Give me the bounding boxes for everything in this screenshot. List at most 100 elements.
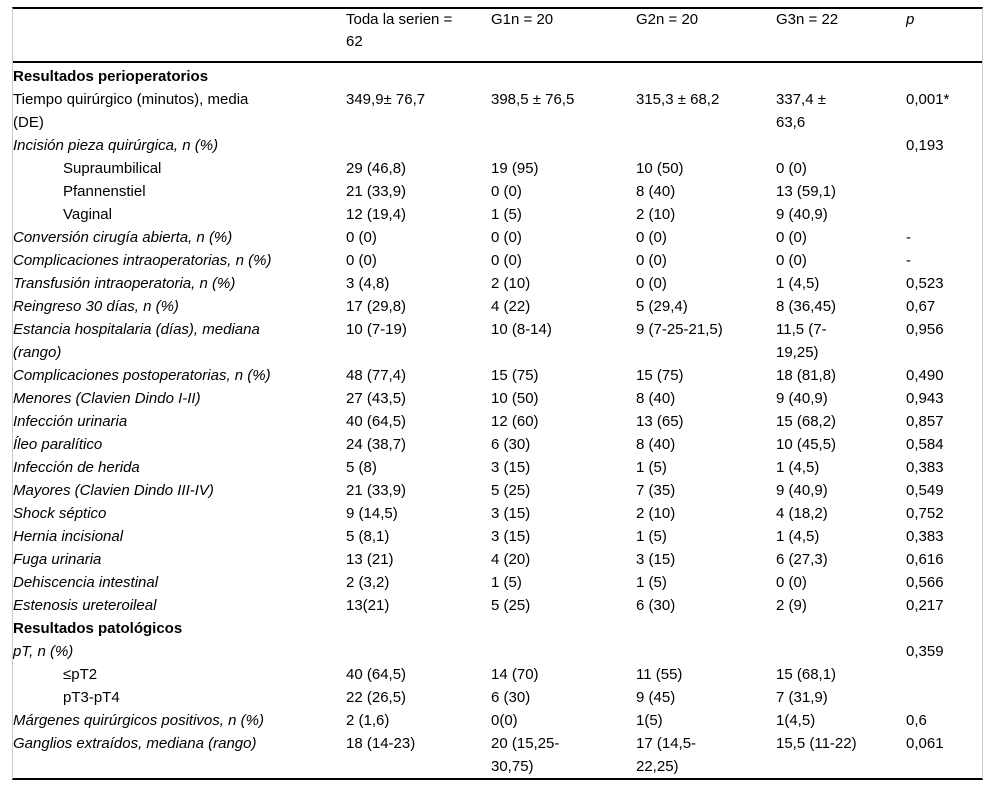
cell-value: 1 (5): [491, 206, 522, 223]
cell-p-value: [906, 686, 982, 709]
cell-p-value: 0,001*: [906, 91, 950, 108]
cell-value: [346, 640, 491, 663]
cell-value: 5 (25): [491, 597, 531, 614]
cell-value: [346, 62, 491, 88]
cell-value: 24 (38,7): [346, 436, 407, 453]
table-row: Mayores (Clavien Dindo III-IV) 21 (33,9) 5…: [13, 479, 982, 502]
cell-value: 20 (15,25- 30,75): [491, 735, 560, 775]
cell-p-value: 0,061: [906, 735, 944, 752]
table-row: Dehiscencia intestinal 2 (3,2) 1 (5) 1 (5) 0…: [13, 571, 982, 594]
cell-value: 12 (19,4): [346, 206, 407, 223]
row-label: Shock séptico: [13, 505, 107, 522]
cell-value: 6 (27,3): [776, 551, 828, 568]
header-row: Toda la serien = 62 G1n = 20 G2n = 20 G3…: [13, 9, 982, 63]
row-label: Resultados patológicos: [13, 620, 183, 637]
cell-value: 5 (25): [491, 482, 531, 499]
table-row: Conversión cirugía abierta, n (%) 0 (0) 0 …: [13, 226, 982, 249]
cell-value: 15,5 (11-22): [776, 735, 857, 752]
cell-value: 1 (5): [636, 574, 667, 591]
column-header-g3: G3n = 22: [776, 9, 906, 63]
cell-value: 337,4 ± 63,6: [776, 91, 826, 131]
cell-value: 18 (81,8): [776, 367, 837, 384]
table-row: Tiempo quirúrgico (minutos), media (DE) 3…: [13, 88, 982, 134]
cell-p-value: 0,193: [906, 137, 944, 154]
cell-value: 11 (55): [636, 666, 683, 683]
cell-value: 2 (10): [491, 275, 531, 292]
cell-value: 3 (15): [491, 505, 531, 522]
cell-p-value: [906, 203, 982, 226]
table-row: Shock séptico 9 (14,5) 3 (15) 2 (10) 4 (18,2…: [13, 502, 982, 525]
cell-value: 15 (75): [491, 367, 539, 384]
cell-value: 315,3 ± 68,2: [636, 91, 720, 108]
table-row: Estancia hospitalaria (días), mediana (r…: [13, 318, 982, 364]
cell-value: 9 (40,9): [776, 206, 828, 223]
cell-value: 1 (5): [491, 574, 522, 591]
table-row: Incisión pieza quirúrgica, n (%) 0,193: [13, 134, 982, 157]
cell-value: 10 (50): [636, 160, 684, 177]
table-row: Complicaciones intraoperatorias, n (%) 0 …: [13, 249, 982, 272]
cell-value: 21 (33,9): [346, 183, 407, 200]
cell-value: 10 (50): [491, 390, 539, 407]
cell-value: 0 (0): [346, 252, 377, 269]
cell-p-value: 0,217: [906, 597, 944, 614]
cell-value: 2 (1,6): [346, 712, 390, 729]
cell-value: 349,9± 76,7: [346, 91, 426, 108]
row-label: Mayores (Clavien Dindo III-IV): [13, 482, 214, 499]
cell-value: 10 (45,5): [776, 436, 837, 453]
cell-p-value: 0,359: [906, 643, 944, 660]
cell-value: 6 (30): [491, 436, 531, 453]
cell-p-value: 0,383: [906, 528, 944, 545]
outcomes-table: Toda la serien = 62 G1n = 20 G2n = 20 G3…: [13, 9, 982, 778]
row-label: Resultados perioperatorios: [13, 68, 209, 85]
table-row: Vaginal 12 (19,4) 1 (5) 2 (10) 9 (40,9): [13, 203, 982, 226]
column-header-g2: G2n = 20: [636, 9, 776, 63]
table-row: pT3-pT4 22 (26,5) 6 (30) 9 (45) 7 (31,9): [13, 686, 982, 709]
cell-value: 13 (59,1): [776, 183, 837, 200]
cell-value: 1 (4,5): [776, 275, 820, 292]
cell-value: 3 (4,8): [346, 275, 390, 292]
table-row: pT, n (%) 0,359: [13, 640, 982, 663]
cell-value: 0(0): [491, 712, 518, 729]
cell-value: 40 (64,5): [346, 413, 407, 430]
cell-p-value: 0,6: [906, 712, 927, 729]
table-row: Resultados patológicos: [13, 617, 982, 640]
cell-value: 3 (15): [636, 551, 676, 568]
table-row: Menores (Clavien Dindo I-II) 27 (43,5) 10 …: [13, 387, 982, 410]
cell-p-value: 0,752: [906, 505, 944, 522]
row-label: Incisión pieza quirúrgica, n (%): [13, 137, 219, 154]
table-row: Íleo paralítico 24 (38,7) 6 (30) 8 (40) 10 (…: [13, 433, 982, 456]
row-label: Márgenes quirúrgicos positivos, n (%): [13, 712, 264, 729]
cell-value: 2 (3,2): [346, 574, 390, 591]
cell-value: 14 (70): [491, 666, 539, 683]
cell-value: 15 (68,2): [776, 413, 837, 430]
table-row: Resultados perioperatorios: [13, 62, 982, 88]
cell-value: 13(21): [346, 597, 390, 614]
cell-value: [491, 640, 636, 663]
table-body: Resultados perioperatorios Tiempo quirúrg…: [13, 62, 982, 778]
cell-value: 13 (65): [636, 413, 684, 430]
row-label: Infección de herida: [13, 459, 140, 476]
cell-value: 1(4,5): [776, 712, 816, 729]
results-table: Toda la serien = 62 G1n = 20 G2n = 20 G3…: [12, 7, 983, 780]
cell-value: 21 (33,9): [346, 482, 407, 499]
cell-value: 18 (14-23): [346, 735, 416, 752]
cell-value: 0 (0): [491, 183, 522, 200]
table-row: ≤pT2 40 (64,5) 14 (70) 11 (55) 15 (68,1): [13, 663, 982, 686]
cell-value: 6 (30): [636, 597, 676, 614]
cell-value: 8 (36,45): [776, 298, 837, 315]
cell-value: 29 (46,8): [346, 160, 407, 177]
cell-value: 7 (35): [636, 482, 676, 499]
cell-value: [491, 617, 636, 640]
cell-value: 8 (40): [636, 183, 676, 200]
cell-p-value: 0,584: [906, 436, 944, 453]
cell-value: 5 (29,4): [636, 298, 688, 315]
row-label: Tiempo quirúrgico (minutos), media (DE): [13, 91, 249, 131]
row-label: Fuga urinaria: [13, 551, 102, 568]
cell-value: 0 (0): [636, 229, 667, 246]
cell-value: 0 (0): [491, 252, 522, 269]
cell-value: 1 (5): [636, 459, 667, 476]
cell-p-value: 0,566: [906, 574, 944, 591]
table-row: Pfannenstiel 21 (33,9) 0 (0) 8 (40) 13 (59,1…: [13, 180, 982, 203]
row-label: Vaginal: [63, 206, 112, 223]
cell-value: 1 (4,5): [776, 459, 820, 476]
